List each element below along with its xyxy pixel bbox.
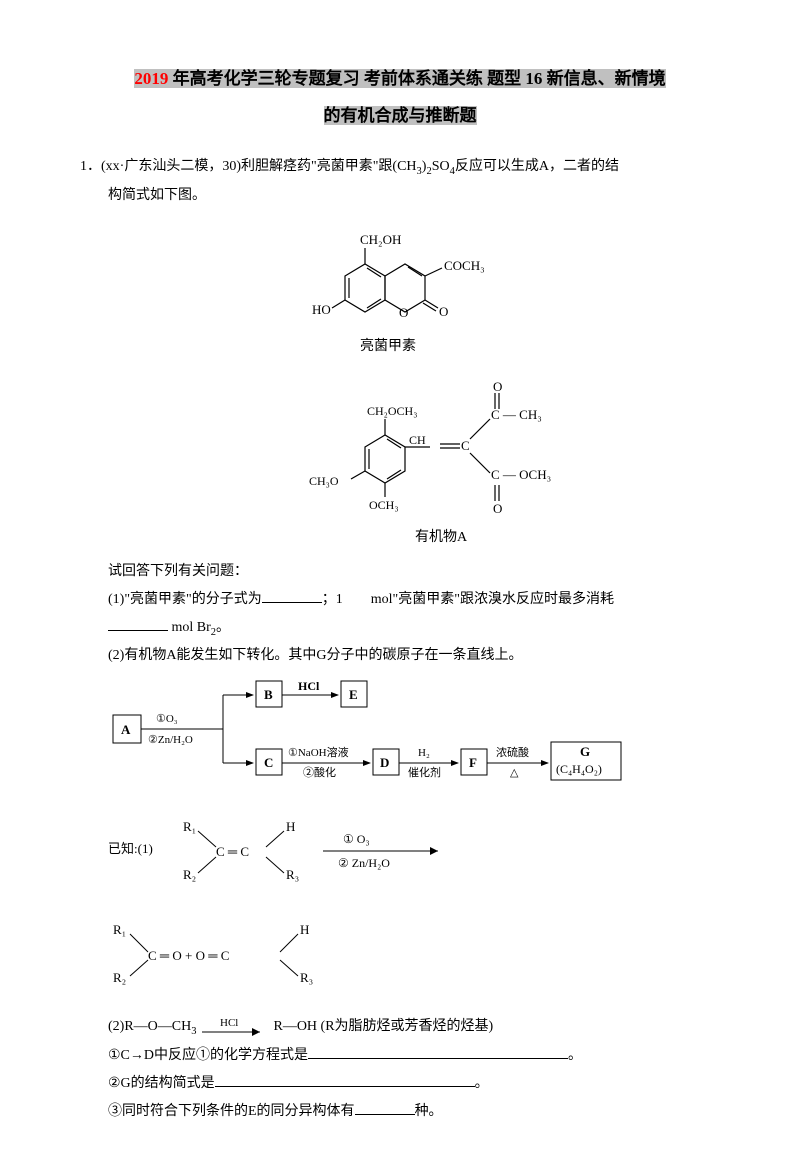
t: 种。	[415, 1104, 443, 1119]
known-reaction-2: (2)R—O—CH3 HCl R—OH (R为脂肪烃或芳香烃的烃基)	[108, 1013, 720, 1042]
title-line2: 的有机合成与推断题	[324, 106, 477, 125]
svg-text:H: H	[300, 922, 309, 937]
svg-text:F: F	[469, 755, 477, 770]
svg-text:O: O	[439, 304, 448, 319]
sub-question-1: (1)"亮菌甲素"的分子式为 ；1 mol"亮菌甲素"跟浓溴水反应时最多消耗	[108, 586, 720, 614]
sub-question-1b: mol Br2。	[108, 614, 720, 643]
svg-text:O: O	[493, 501, 502, 516]
t: ①C→D中反应①的化学方程式是	[108, 1048, 308, 1063]
figure-organic-a: CH C C — CH₃ O C — OCH₃ O CH₂OCH₃ OCH₃	[80, 367, 720, 552]
svg-text:CH: CH	[409, 433, 426, 447]
t: ②G的结构简式是	[108, 1076, 215, 1091]
sub-q-g-structure: ②G的结构简式是 。	[108, 1070, 720, 1098]
svg-text:H₂: H₂	[418, 747, 430, 759]
svg-text:②酸化: ②酸化	[303, 765, 336, 779]
svg-text:②Zn/H₂O: ②Zn/H₂O	[148, 734, 193, 746]
svg-text:COCH₃: COCH₃	[444, 258, 485, 273]
blank-field[interactable]	[215, 1072, 475, 1087]
svg-text:R₁: R₁	[183, 819, 196, 834]
flow-diagram: A ①O₃ ②Zn/H₂O B HCl E C ①Na	[108, 670, 720, 801]
svg-text:催化剂: 催化剂	[408, 765, 441, 779]
title-rest1: 年高考化学三轮专题复习 考前体系通关练 题型 16 新信息、新情境	[168, 69, 665, 88]
svg-text:R₂: R₂	[113, 970, 126, 985]
t: mol Br	[168, 620, 211, 635]
question-1-stem: 1．(xx·广东汕头二模，30)利胆解痉药"亮菌甲素"跟(CH3)2SO4反应可…	[80, 153, 720, 182]
t: ③同时符合下列条件的E的同分异构体有	[108, 1104, 355, 1119]
svg-text:已知:(1): 已知:(1)	[108, 841, 153, 856]
svg-text:C ═ O + O ═ C: C ═ O + O ═ C	[148, 948, 229, 963]
q1-text-b: 反应可以生成A，二者的结	[455, 159, 619, 174]
svg-text:R₃: R₃	[300, 970, 313, 985]
sub-question-2: (2)有机物A能发生如下转化。其中G分子中的碳原子在一条直线上。	[108, 642, 720, 670]
svg-text:(C₄H₄O₂): (C₄H₄O₂)	[556, 762, 602, 776]
known-reaction-1: 已知:(1) R₁ R₂ C ═ C H R₃ ① O₃ ② Zn/H₂O	[108, 801, 720, 912]
svg-text:C: C	[461, 438, 470, 453]
blank-field[interactable]	[108, 616, 168, 631]
t: ；1 mol"亮菌甲素"跟浓溴水反应时最多消耗	[322, 592, 614, 607]
t: (1)"亮菌甲素"的分子式为	[108, 592, 262, 607]
svg-text:HCl: HCl	[298, 679, 320, 693]
t: 。	[568, 1048, 582, 1063]
known-reaction-1-products: R₁ R₂ C ═ O + O ═ C H R₃	[108, 912, 720, 1013]
svg-text:D: D	[380, 755, 389, 770]
svg-text:O: O	[399, 305, 408, 320]
svg-text:C — CH₃: C — CH₃	[491, 407, 542, 422]
svg-text:R₁: R₁	[113, 922, 126, 937]
svg-text:B: B	[264, 687, 273, 702]
svg-text:有机物A: 有机物A	[415, 529, 468, 545]
t: SO	[432, 159, 450, 174]
svg-text:R₂: R₂	[183, 867, 196, 882]
q1-line2: 构简式如下图。	[108, 182, 720, 210]
q1-text-a: 1．(xx·广东汕头二模，30)利胆解痉药"亮菌甲素"跟(CH	[80, 159, 417, 174]
svg-text:② Zn/H₂O: ② Zn/H₂O	[338, 856, 390, 870]
t: 。	[475, 1076, 489, 1091]
sub-q-c-to-d: ①C→D中反应①的化学方程式是 。	[108, 1042, 720, 1070]
svg-text:① O₃: ① O₃	[343, 832, 370, 846]
svg-text:①NaOH溶液: ①NaOH溶液	[288, 745, 349, 759]
blank-field[interactable]	[308, 1044, 568, 1059]
svg-text:H: H	[286, 819, 295, 834]
title-year: 2019	[134, 69, 168, 88]
sub-q-isomers: ③同时符合下列条件的E的同分异构体有 种。	[108, 1098, 720, 1126]
svg-text:①O₃: ①O₃	[156, 713, 178, 725]
svg-text:R₃: R₃	[286, 867, 299, 882]
t: (2)R—O—CH	[108, 1019, 191, 1034]
svg-text:CH₂OCH₃: CH₂OCH₃	[367, 404, 417, 418]
svg-text:浓硫酸: 浓硫酸	[496, 745, 529, 759]
figure-liangjunjiasu: CH₂OH COCH₃ HO O O 亮菌甲素	[80, 216, 720, 361]
svg-text:CH₃O: CH₃O	[309, 474, 339, 488]
questions-intro: 试回答下列有关问题：	[108, 558, 720, 586]
t: 。	[216, 620, 230, 635]
svg-text:亮菌甲素: 亮菌甲素	[360, 337, 416, 354]
svg-text:O: O	[493, 379, 502, 394]
svg-text:A: A	[121, 722, 131, 737]
svg-text:HO: HO	[312, 302, 331, 317]
svg-text:G: G	[580, 744, 590, 759]
svg-text:OCH₃: OCH₃	[369, 498, 399, 512]
svg-text:△: △	[510, 767, 519, 779]
svg-text:E: E	[349, 687, 358, 702]
svg-text:HCl: HCl	[220, 1017, 238, 1029]
page-title: 2019 年高考化学三轮专题复习 考前体系通关练 题型 16 新信息、新情境 的…	[80, 60, 720, 135]
svg-text:CH₂OH: CH₂OH	[360, 232, 401, 247]
blank-field[interactable]	[262, 588, 322, 603]
svg-text:C: C	[264, 755, 273, 770]
svg-text:C ═ C: C ═ C	[216, 844, 249, 859]
blank-field[interactable]	[355, 1100, 415, 1115]
t: R—OH (R为脂肪烃或芳香烃的烃基)	[273, 1019, 493, 1034]
svg-text:C — OCH₃: C — OCH₃	[491, 467, 551, 482]
